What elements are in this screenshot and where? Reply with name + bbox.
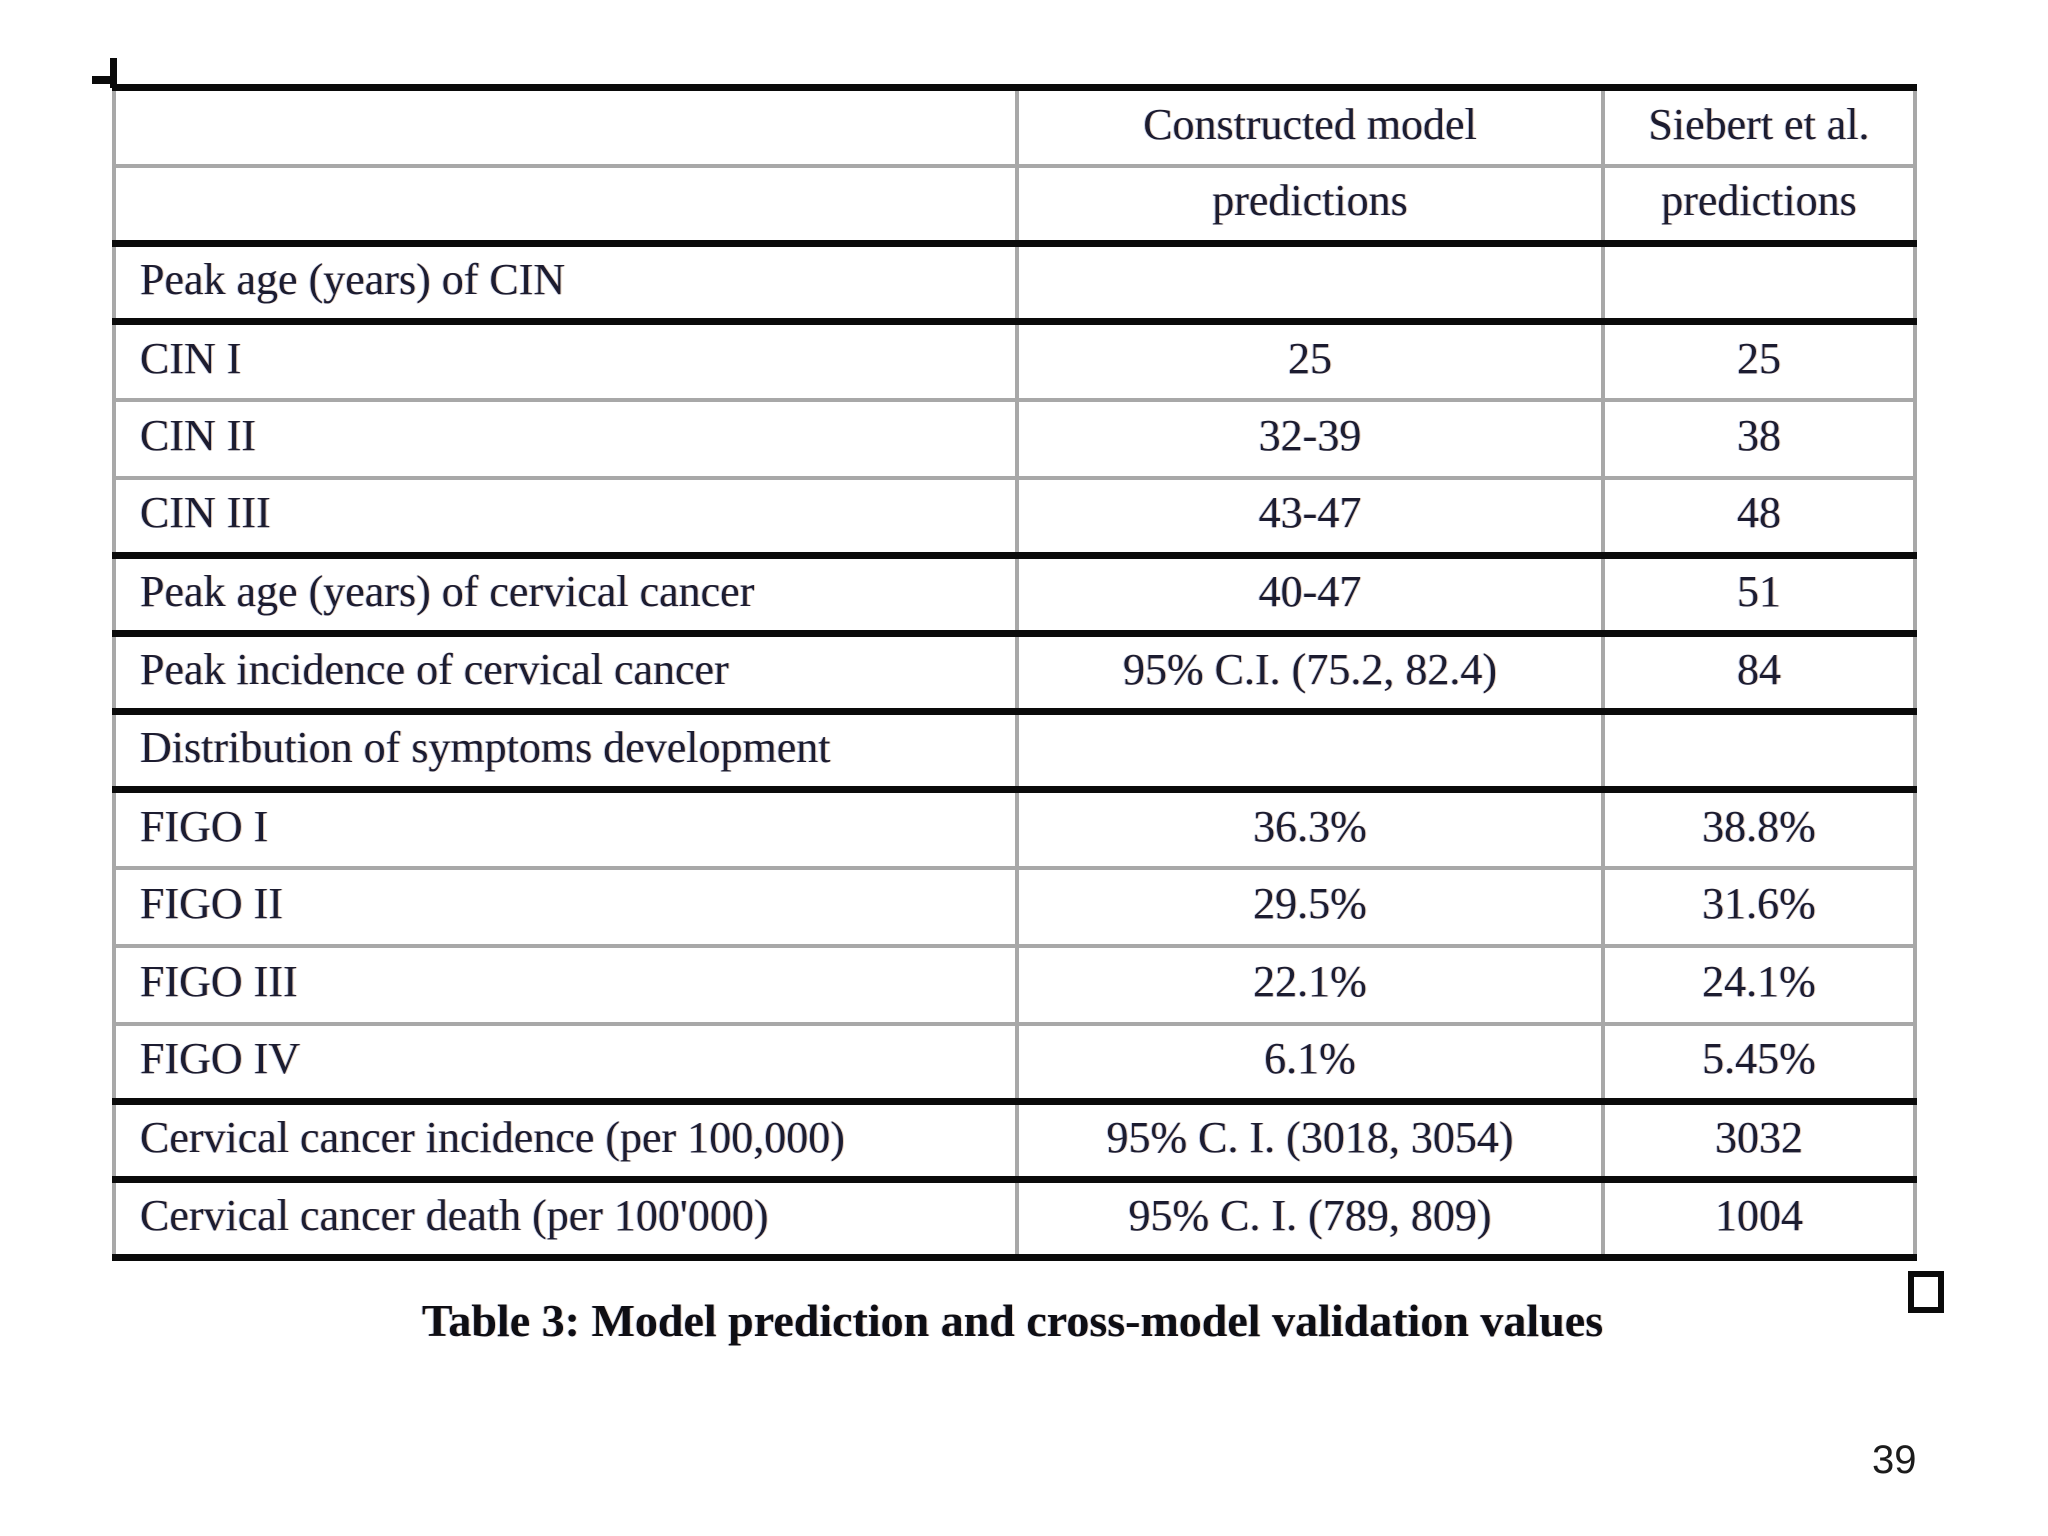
constructed-value-cell <box>1015 243 1603 325</box>
header-empty-cell <box>114 165 1017 247</box>
page-number: 39 <box>1872 1438 1917 1482</box>
table-row: FIGO III 22.1% 24.1% <box>114 945 1915 1026</box>
table-row: FIGO IV 6.1% 5.45% <box>114 1023 1915 1105</box>
constructed-value-cell: 36.3% <box>1015 789 1603 870</box>
siebert-value-cell: 38.8% <box>1601 789 1915 870</box>
table-row: Distribution of symptoms development <box>114 711 1915 793</box>
row-label-cell: CIN III <box>114 477 1017 559</box>
table-caption: Table 3: Model prediction and cross-mode… <box>421 1295 1604 1346</box>
constructed-value-cell <box>1015 711 1603 793</box>
table-move-anchor-icon <box>92 76 112 84</box>
siebert-value-cell: 51 <box>1601 555 1915 637</box>
header-constructed-cell: Constructed model <box>1015 87 1603 168</box>
table-resize-handle-icon <box>1908 1271 1944 1313</box>
siebert-value-cell: 24.1% <box>1601 945 1915 1026</box>
constructed-value-cell: 95% C. I. (789, 809) <box>1015 1179 1603 1261</box>
row-label-cell: Peak age (years) of cervical cancer <box>114 555 1017 637</box>
siebert-value-cell: 38 <box>1601 399 1915 480</box>
table-row: CIN II 32-39 38 <box>114 399 1915 480</box>
row-label-cell: Cervical cancer death (per 100'000) <box>114 1179 1017 1261</box>
row-label-cell: CIN II <box>114 399 1017 480</box>
header-siebert-cell: Siebert et al. <box>1601 87 1915 168</box>
siebert-value-cell <box>1601 711 1915 793</box>
row-label-cell: FIGO III <box>114 945 1017 1026</box>
constructed-value-cell: 25 <box>1015 321 1603 402</box>
siebert-value-cell: 48 <box>1601 477 1915 559</box>
header-empty-cell <box>114 87 1017 168</box>
constructed-value-cell: 6.1% <box>1015 1023 1603 1105</box>
siebert-value-cell: 3032 <box>1601 1101 1915 1183</box>
table-row: Peak incidence of cervical cancer 95% C.… <box>114 633 1915 715</box>
table-row: FIGO II 29.5% 31.6% <box>114 867 1915 948</box>
siebert-value-cell: 84 <box>1601 633 1915 715</box>
row-label-cell: FIGO I <box>114 789 1017 870</box>
constructed-value-cell: 32-39 <box>1015 399 1603 480</box>
table-row: CIN III 43-47 48 <box>114 477 1915 559</box>
siebert-value-cell: 31.6% <box>1601 867 1915 948</box>
constructed-value-cell: 95% C.I. (75.2, 82.4) <box>1015 633 1603 715</box>
row-label-cell: FIGO IV <box>114 1023 1017 1105</box>
prediction-validation-table: Constructed model Siebert et al. predict… <box>112 84 1917 1261</box>
row-label-cell: Peak incidence of cervical cancer <box>114 633 1017 715</box>
constructed-value-cell: 40-47 <box>1015 555 1603 637</box>
table-header-row: Constructed model Siebert et al. <box>114 87 1915 168</box>
header-siebert-cell: predictions <box>1601 165 1915 247</box>
header-constructed-cell: predictions <box>1015 165 1603 247</box>
constructed-value-cell: 95% C. I. (3018, 3054) <box>1015 1101 1603 1183</box>
table-row: FIGO I 36.3% 38.8% <box>114 789 1915 870</box>
table-row: Peak age (years) of CIN <box>114 243 1915 325</box>
row-label-cell: FIGO II <box>114 867 1017 948</box>
constructed-value-cell: 43-47 <box>1015 477 1603 559</box>
row-label-cell: Peak age (years) of CIN <box>114 243 1017 325</box>
siebert-value-cell: 1004 <box>1601 1179 1915 1261</box>
table-row: Peak age (years) of cervical cancer 40-4… <box>114 555 1915 637</box>
table-row: CIN I 25 25 <box>114 321 1915 402</box>
row-label-cell: Cervical cancer incidence (per 100,000) <box>114 1101 1017 1183</box>
siebert-value-cell <box>1601 243 1915 325</box>
table-row: Cervical cancer death (per 100'000) 95% … <box>114 1179 1915 1261</box>
table-header-row: predictions predictions <box>114 165 1915 247</box>
row-label-cell: CIN I <box>114 321 1017 402</box>
table-move-anchor-icon <box>110 58 117 88</box>
table-row: Cervical cancer incidence (per 100,000) … <box>114 1101 1915 1183</box>
constructed-value-cell: 22.1% <box>1015 945 1603 1026</box>
siebert-value-cell: 5.45% <box>1601 1023 1915 1105</box>
row-label-cell: Distribution of symptoms development <box>114 711 1017 793</box>
constructed-value-cell: 29.5% <box>1015 867 1603 948</box>
siebert-value-cell: 25 <box>1601 321 1915 402</box>
